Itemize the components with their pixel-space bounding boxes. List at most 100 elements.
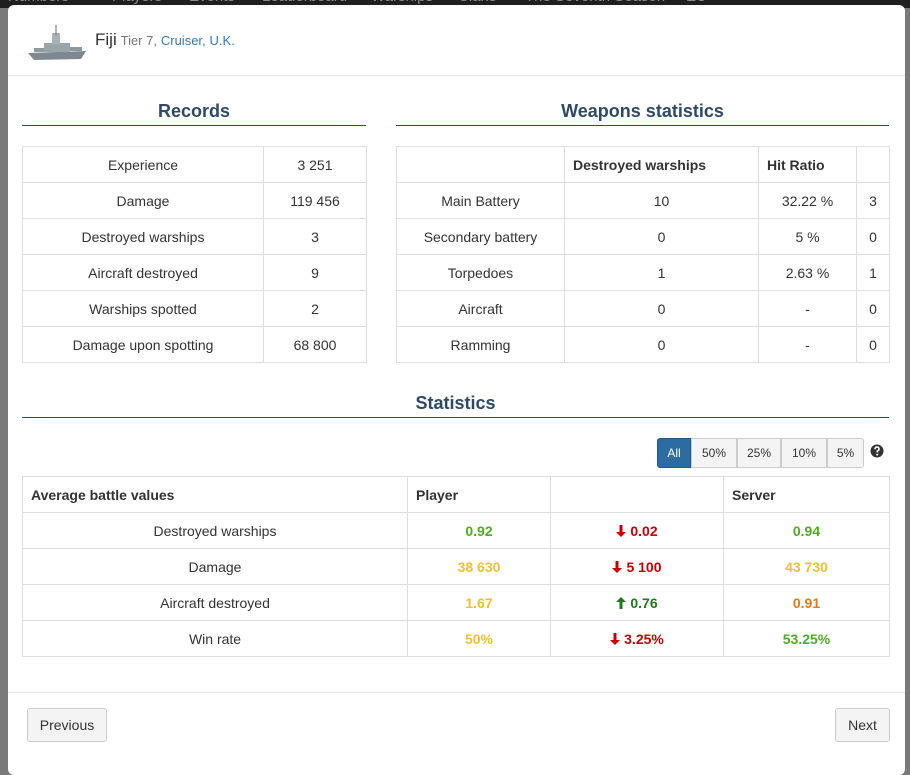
stat-label: Win rate [22, 620, 408, 657]
column-header [550, 476, 724, 513]
diff-arrow [616, 596, 627, 609]
filter-button[interactable]: 50% [691, 438, 737, 468]
statistics-row: Damage 38 630 5 100 43 730 [22, 548, 890, 585]
diff-arrow [616, 524, 627, 537]
arrow-shape [610, 632, 621, 645]
record-label: Aircraft destroyed [22, 254, 264, 291]
column-header: Destroyed warships [564, 146, 759, 183]
weapon-cell: 32.22 % [758, 182, 857, 219]
weapon-cell: 0 [856, 290, 890, 327]
nav-bar: Numbers Players Events Leaderboard Warships C… [0, 0, 910, 8]
nav-item[interactable]: The Seventh Season [525, 0, 665, 5]
record-value: 3 [263, 218, 367, 255]
records-row: Damage upon spotting 68 800 [22, 326, 367, 363]
record-label: Experience [22, 146, 264, 183]
nav-item[interactable]: EU [686, 0, 707, 5]
filter-button[interactable]: 10% [781, 438, 827, 468]
record-value: 2 [263, 290, 367, 327]
weapons-table: Destroyed warships Hit Ratio Main Battery 1… [396, 146, 890, 363]
weapon-cell: Secondary battery [396, 218, 565, 255]
server-value: 0.91 [723, 584, 890, 621]
diff-value: 0.02 [630, 522, 658, 539]
player-value: 38 630 [407, 548, 551, 585]
diff-arrow [610, 632, 621, 645]
filter-button[interactable]: 25% [737, 438, 781, 468]
nav-item[interactable]: Leaderboard [262, 0, 347, 5]
weapons-row: Torpedoes 1 2.63 % 1 [396, 254, 890, 291]
column-header [396, 146, 565, 183]
footer-divider [8, 692, 905, 693]
nav-item[interactable]: Warships [371, 0, 433, 5]
records-row: Aircraft destroyed 9 [22, 254, 367, 291]
diff-value: 3.25% [624, 630, 664, 647]
column-header: Player [407, 476, 551, 513]
weapon-cell: Main Battery [396, 182, 565, 219]
weapon-cell: 1 [564, 254, 759, 291]
column-header: Average battle values [22, 476, 408, 513]
record-label: Destroyed warships [22, 218, 264, 255]
records-row: Destroyed warships 3 [22, 218, 367, 255]
player-value: 50% [407, 620, 551, 657]
next-button[interactable]: Next [835, 708, 890, 742]
nav-item[interactable]: Events [189, 0, 235, 5]
weapons-row: Secondary battery 0 5 % 0 [396, 218, 890, 255]
diff-value: 0.76 [630, 594, 658, 611]
weapon-cell: 0 [564, 218, 759, 255]
weapons-row: Ramming 0-0 [396, 326, 890, 363]
weapons-header: Destroyed warships Hit Ratio [396, 146, 890, 183]
header-divider [8, 75, 905, 76]
arrow-shape [616, 524, 627, 537]
statistics-header: Average battle values Player Server [22, 476, 890, 513]
ship-class[interactable]: Cruiser, [160, 33, 206, 48]
filter-button[interactable]: All [657, 438, 691, 468]
weapon-cell: 0 [564, 326, 759, 363]
weapons-row: Aircraft 0-0 [396, 290, 890, 327]
arrow-shape [616, 596, 627, 609]
weapon-cell: - [758, 290, 857, 327]
diff-cell: 3.25% [550, 620, 724, 657]
statistics-rule [22, 417, 889, 418]
ship-tier: Tier 7, [120, 33, 157, 48]
records-rule [22, 125, 366, 126]
statistics-row: Aircraft destroyed 1.67 0.76 0.91 [22, 584, 890, 621]
server-value: 43 730 [723, 548, 890, 585]
weapon-cell: - [758, 326, 857, 363]
diff-cell: 0.02 [550, 512, 724, 549]
weapon-cell: 0 [856, 326, 890, 363]
player-value: 1.67 [407, 584, 551, 621]
records-row: Warships spotted 2 [22, 290, 367, 327]
records-table: Experience 3 251 Damage 119 456 Destroyed wa… [22, 146, 367, 363]
nav-item[interactable]: Clans [458, 0, 496, 5]
records-row: Damage 119 456 [22, 182, 367, 219]
record-label: Damage upon spotting [22, 326, 264, 363]
column-header: Server [723, 476, 890, 513]
statistics-table: Average battle values Player Server Destroy… [22, 476, 890, 657]
ship-icon [28, 25, 86, 60]
weapon-cell: Ramming [396, 326, 565, 363]
ship-nation[interactable]: U.K. [209, 33, 235, 48]
ship-title: Fiji Tier 7, Cruiser, U.K. [95, 30, 235, 50]
nav-item[interactable]: Players [112, 0, 162, 5]
column-header [856, 146, 890, 183]
previous-button[interactable]: Previous [27, 708, 107, 742]
records-title: Records [157, 101, 231, 121]
diff-cell: 0.76 [550, 584, 724, 621]
ship-name: Fiji [95, 30, 117, 49]
player-value: 0.92 [407, 512, 551, 549]
nav-item[interactable]: Numbers [8, 0, 69, 5]
record-value: 119 456 [263, 182, 367, 219]
filter-button[interactable]: 5% [827, 438, 864, 468]
server-value: 53.25% [723, 620, 890, 657]
record-label: Damage [22, 182, 264, 219]
weapon-cell: 5 % [758, 218, 857, 255]
statistics-title: Statistics [415, 393, 496, 413]
diff-cell: 5 100 [550, 548, 724, 585]
arrow-shape [612, 560, 623, 573]
weapon-cell: 10 [564, 182, 759, 219]
help-icon[interactable] [870, 444, 884, 458]
stat-label: Damage [22, 548, 408, 585]
weapon-cell: Torpedoes [396, 254, 565, 291]
records-row: Experience 3 251 [22, 146, 367, 183]
weapon-cell: 2.63 % [758, 254, 857, 291]
record-value: 68 800 [263, 326, 367, 363]
